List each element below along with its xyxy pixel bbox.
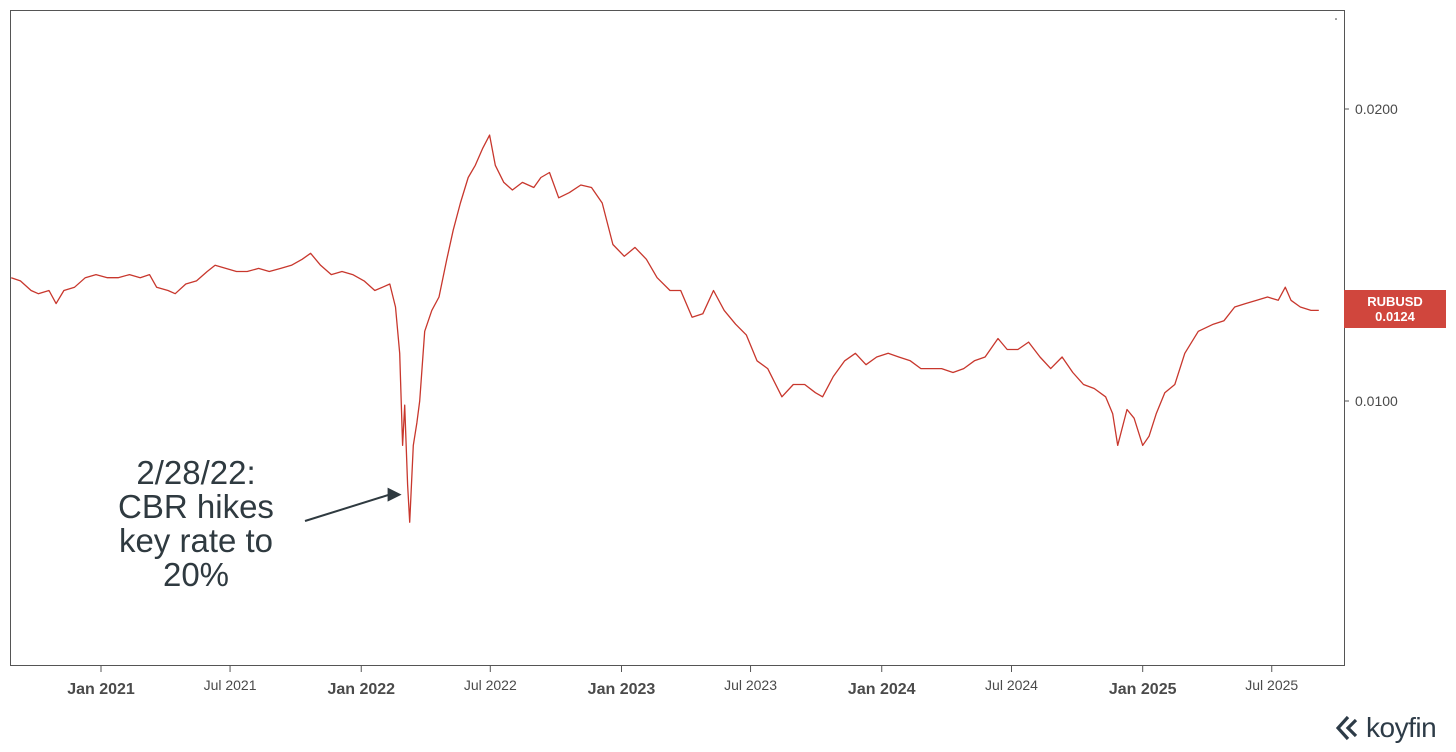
x-tick-label: Jan 2024 bbox=[848, 681, 916, 698]
koyfin-logo: koyfin bbox=[1336, 712, 1437, 744]
last-value-badge: RUBUSD 0.0124 bbox=[1344, 290, 1446, 328]
x-tick-label: Jan 2022 bbox=[327, 681, 395, 698]
annotation-line: 20% bbox=[162, 556, 230, 593]
x-tick-label: Jul 2025 bbox=[1245, 677, 1298, 693]
y-tick-label: 0.0100 bbox=[1355, 393, 1398, 409]
badge-ticker: RUBUSD bbox=[1367, 294, 1423, 309]
y-axis: 0.0200 0.0100 bbox=[1344, 101, 1398, 409]
y-tick-label: 0.0200 bbox=[1355, 101, 1398, 117]
x-tick-label: Jul 2022 bbox=[464, 677, 517, 693]
rate-hike-annotation: 2/28/22: CBR hikes key rate to 20% bbox=[96, 456, 296, 592]
plot-frame bbox=[10, 10, 1345, 666]
x-tick-label: Jul 2023 bbox=[724, 677, 777, 693]
corner-dot bbox=[1335, 18, 1337, 20]
x-tick-label: Jul 2021 bbox=[204, 677, 257, 693]
annotation-line: key rate to bbox=[118, 522, 274, 559]
rubusd-price-line bbox=[10, 134, 1319, 523]
x-tick-label: Jan 2021 bbox=[67, 681, 135, 698]
annotation-line: CBR hikes bbox=[118, 488, 274, 525]
annotation-arrow bbox=[304, 487, 402, 522]
x-tick-label: Jan 2025 bbox=[1109, 681, 1177, 698]
badge-value: 0.0124 bbox=[1375, 309, 1416, 324]
x-axis: Jan 2021 Jul 2021 Jan 2022 Jul 2022 Jan 2023… bbox=[67, 665, 1298, 698]
brand-name: koyfin bbox=[1366, 712, 1437, 743]
x-tick-label: Jan 2023 bbox=[588, 681, 656, 698]
annotation-line: 2/28/22: bbox=[136, 454, 256, 491]
x-tick-label: Jul 2024 bbox=[985, 677, 1038, 693]
koyfin-mark-icon bbox=[1336, 715, 1358, 741]
